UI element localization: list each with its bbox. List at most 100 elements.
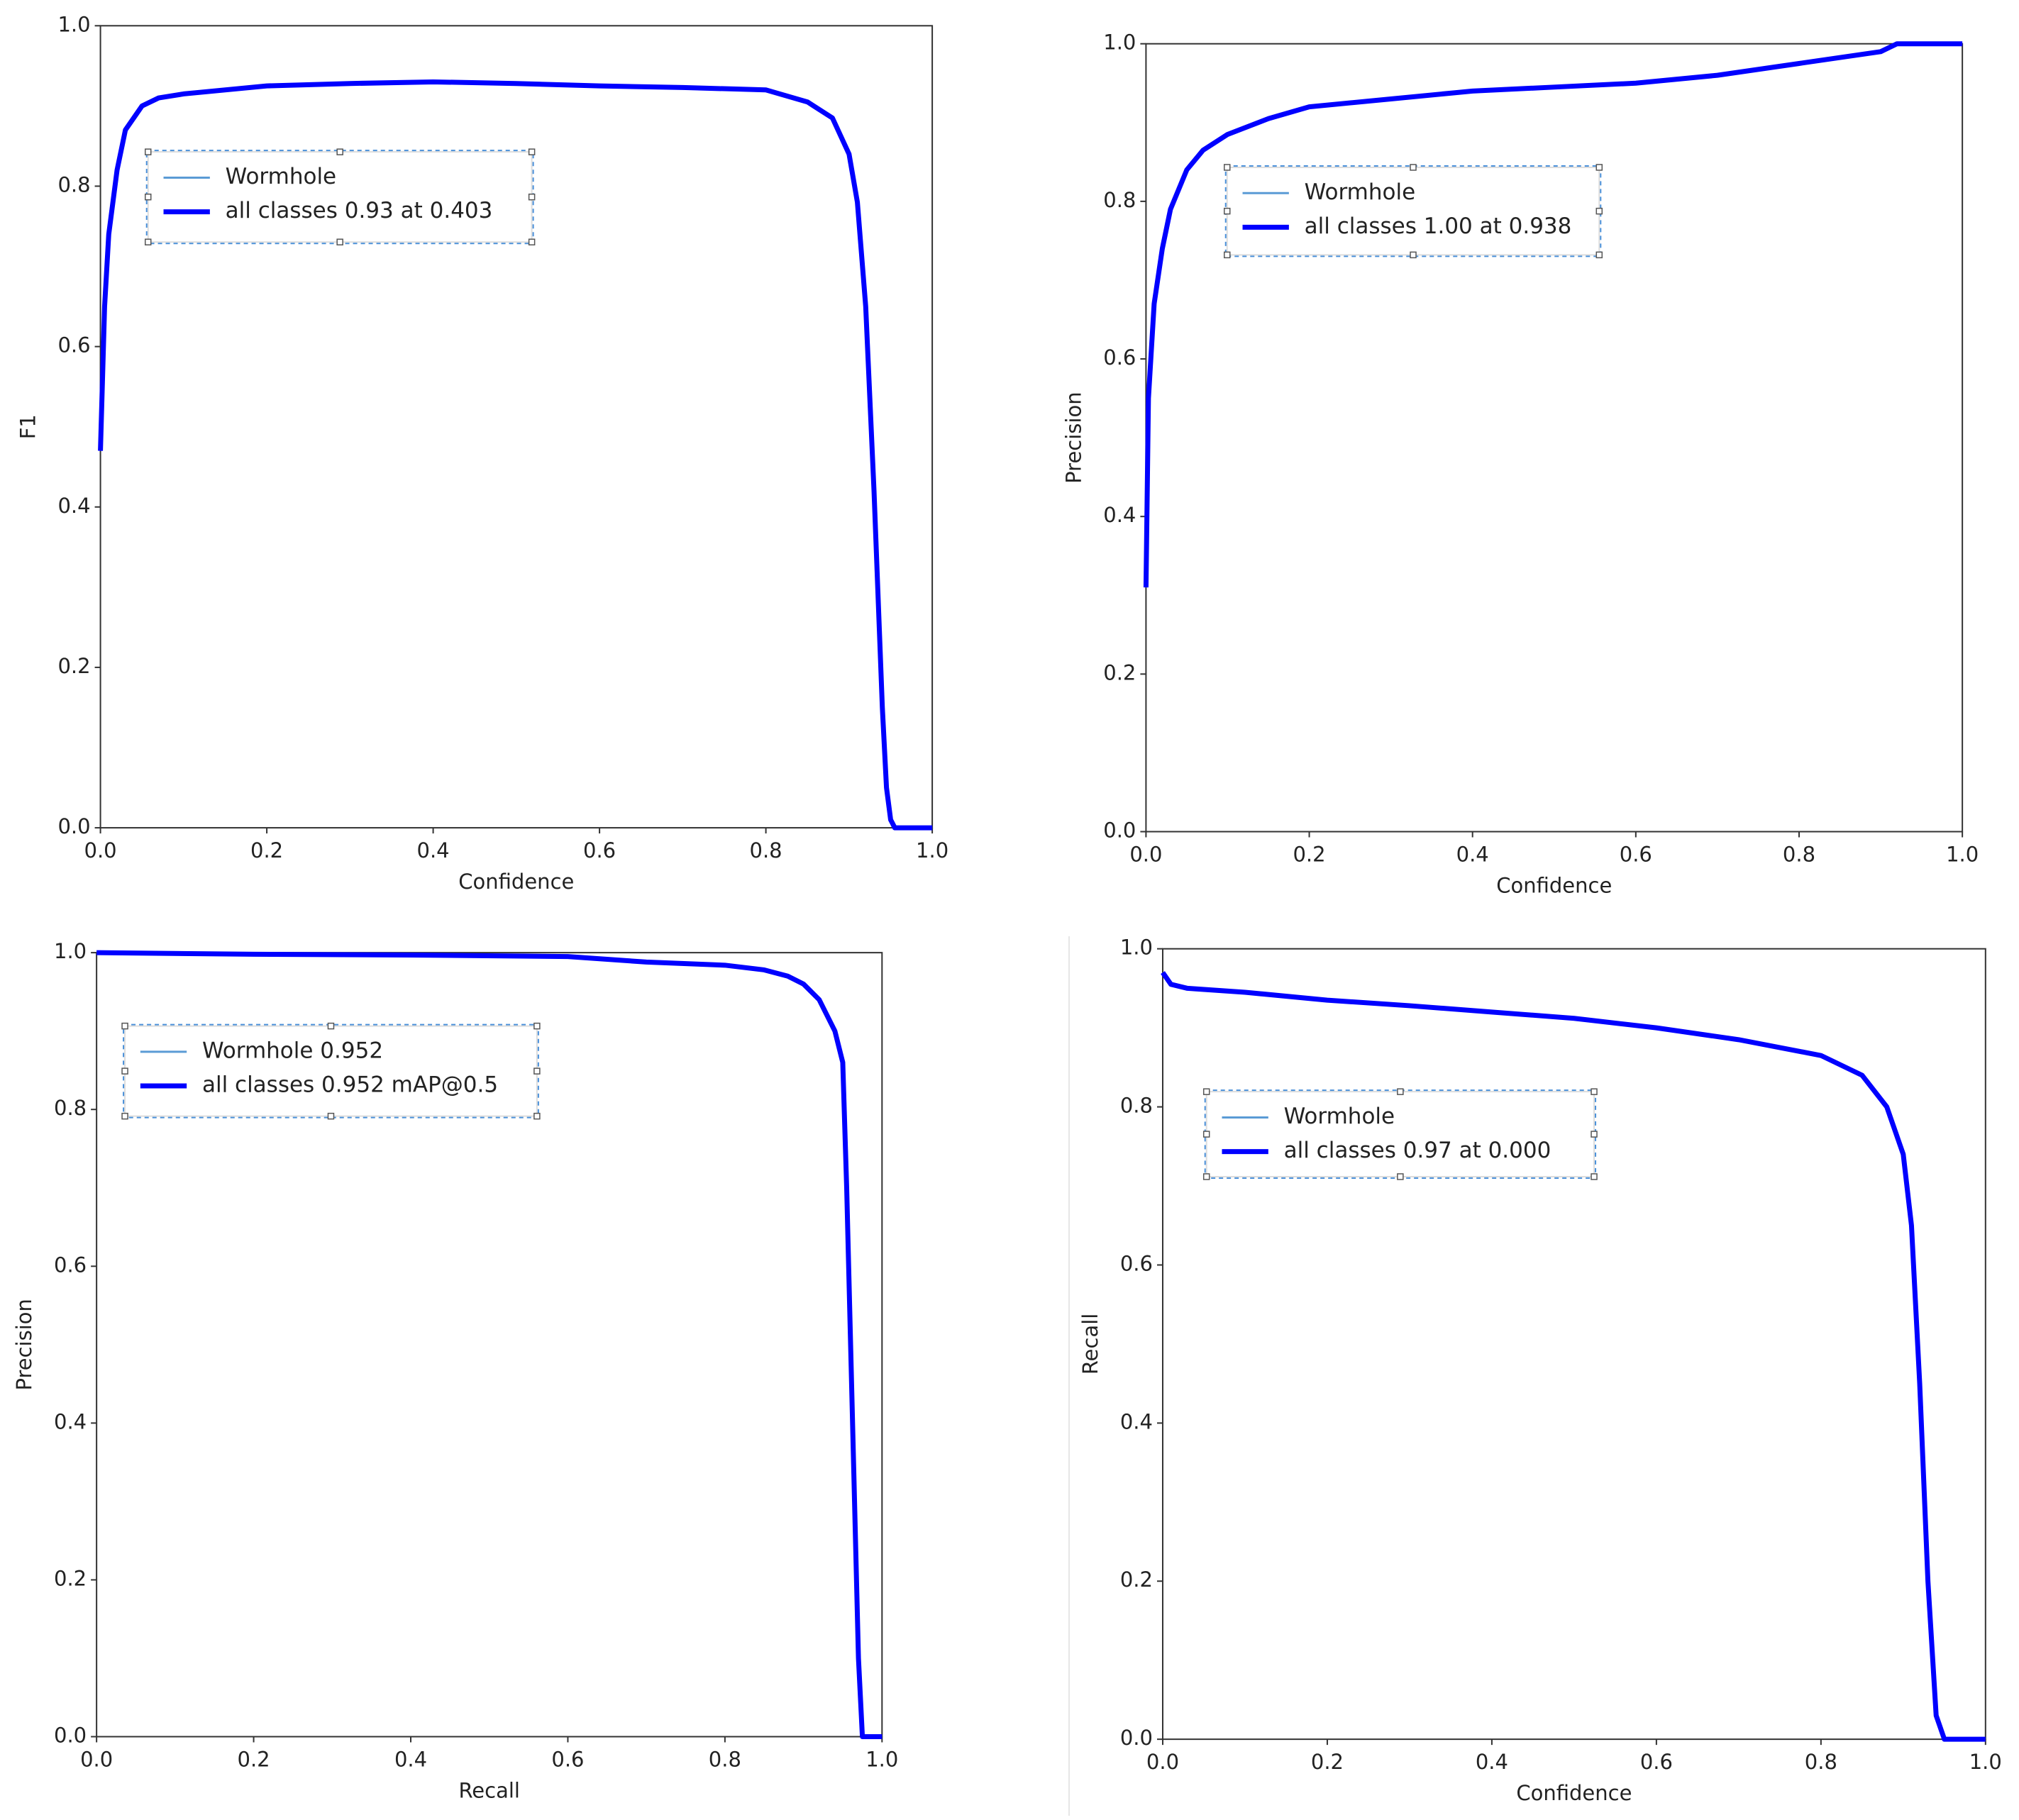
x-axis-label: Confidence — [458, 870, 574, 894]
x-tick-label: 1.0 — [1969, 1750, 2002, 1774]
selection-handle — [1397, 1173, 1404, 1180]
x-tick-label: 0.0 — [1146, 1750, 1179, 1774]
series-line — [1161, 971, 1986, 1742]
y-tick-label: 1.0 — [54, 939, 87, 963]
selection-handle — [1223, 251, 1231, 259]
selection-handle — [121, 1112, 128, 1120]
selection-handle — [327, 1112, 335, 1120]
y-tick-label: 0.0 — [57, 814, 90, 838]
plot-area — [1145, 43, 1964, 833]
legend-label: Wormhole — [226, 164, 337, 189]
selection-handle — [1595, 164, 1603, 171]
selection-handle — [1397, 1088, 1404, 1095]
legend-label: all classes 1.00 at 0.938 — [1305, 213, 1572, 239]
y-tick-label: 0.8 — [1103, 188, 1136, 212]
x-tick-label: 0.6 — [1640, 1750, 1673, 1774]
selection-handle — [121, 1022, 128, 1030]
y-tick-label: 1.0 — [1103, 30, 1136, 55]
y-tick-label: 0.6 — [57, 333, 90, 357]
selection-handle — [528, 148, 536, 155]
y-tick-label: 0.4 — [1120, 1409, 1153, 1433]
x-tick-label: 0.8 — [709, 1748, 741, 1772]
y-tick-label: 0.4 — [54, 1409, 87, 1433]
legend-label: all classes 0.952 mAP@0.5 — [202, 1072, 498, 1097]
x-tick-label: 0.4 — [1456, 843, 1489, 867]
y-tick-label: 0.8 — [54, 1096, 87, 1120]
selection-handle — [336, 148, 343, 155]
selection-handle — [1410, 251, 1417, 259]
y-axis-label: Precision — [12, 1299, 36, 1390]
selection-handle — [327, 1022, 335, 1030]
legend-box — [147, 151, 533, 243]
y-tick-label: 0.6 — [1120, 1251, 1153, 1275]
plot-area — [99, 25, 934, 829]
x-tick-label: 0.6 — [551, 1748, 584, 1772]
x-tick-label: 0.6 — [583, 838, 616, 862]
y-tick-label: 0.8 — [1120, 1094, 1153, 1118]
y-tick-label: 1.0 — [57, 12, 90, 36]
selection-handle — [1591, 1088, 1598, 1095]
x-tick-label: 0.8 — [1783, 843, 1815, 867]
chart: 0.0 0.2 0.4 0.6 0.8 1.0 0.0 0.2 0.4 0.6 0.8 1.0 Conf… — [16, 12, 949, 894]
x-tick-label: 1.0 — [916, 838, 948, 862]
series-line — [1143, 41, 1963, 588]
legend-label: all classes 0.97 at 0.000 — [1284, 1138, 1551, 1163]
x-tick-label: 0.2 — [1293, 843, 1325, 867]
x-tick-label: 1.0 — [1946, 843, 1979, 867]
y-tick-label: 0.2 — [1120, 1567, 1153, 1592]
legend-label: all classes 0.93 at 0.403 — [226, 198, 493, 223]
y-axis-label: Recall — [1078, 1314, 1102, 1375]
selection-handle — [1591, 1173, 1598, 1180]
x-axis-label: Confidence — [1516, 1781, 1632, 1805]
series-line — [98, 79, 933, 831]
y-axis-label: F1 — [16, 414, 40, 439]
legend-box — [1205, 1091, 1595, 1177]
legend-label: Wormhole — [1284, 1104, 1395, 1129]
y-tick-label: 1.0 — [1120, 936, 1153, 960]
selection-handle — [1410, 164, 1417, 171]
y-tick-label: 0.4 — [1103, 503, 1136, 527]
x-tick-label: 0.0 — [1129, 843, 1162, 867]
y-tick-label: 0.0 — [1103, 819, 1136, 843]
y-tick-label: 0.2 — [54, 1566, 87, 1590]
y-tick-label: 0.6 — [54, 1253, 87, 1277]
y-tick-label: 0.2 — [57, 654, 90, 678]
y-tick-label: 0.4 — [57, 494, 90, 518]
selection-handle — [144, 193, 152, 201]
x-tick-label: 0.2 — [238, 1748, 270, 1772]
y-tick-label: 0.8 — [57, 172, 90, 196]
x-tick-label: 0.2 — [1311, 1750, 1344, 1774]
chart: 0.0 0.2 0.4 0.6 0.8 1.0 0.0 0.2 0.4 0.6 0.8 1.0 Reca… — [12, 939, 898, 1802]
legend-label: Wormhole — [1305, 179, 1416, 205]
selection-handle — [528, 193, 536, 201]
x-tick-label: 0.4 — [394, 1748, 427, 1772]
x-tick-label: 0.0 — [84, 838, 117, 862]
selection-handle — [1591, 1131, 1598, 1138]
selection-handle — [1202, 1131, 1210, 1138]
x-tick-label: 1.0 — [865, 1748, 898, 1772]
selection-handle — [528, 238, 536, 245]
selection-handle — [533, 1022, 541, 1030]
x-tick-label: 0.8 — [1805, 1750, 1837, 1774]
selection-handle — [1202, 1088, 1210, 1095]
selection-handle — [1202, 1173, 1210, 1180]
y-tick-label: 0.0 — [1120, 1726, 1153, 1750]
y-tick-label: 0.2 — [1103, 660, 1136, 684]
selection-handle — [336, 238, 343, 245]
x-axis-label: Recall — [458, 1779, 520, 1803]
chart: 0.0 0.2 0.4 0.6 0.8 1.0 0.0 0.2 0.4 0.6 0.8 1.0 Conf… — [1061, 30, 1979, 898]
x-axis-label: Confidence — [1496, 874, 1612, 898]
selection-handle — [144, 148, 152, 155]
selection-handle — [121, 1067, 128, 1075]
selection-handle — [144, 238, 152, 245]
selection-handle — [533, 1067, 541, 1075]
selection-handle — [1595, 251, 1603, 259]
legend-label: Wormhole 0.952 — [202, 1038, 383, 1063]
x-tick-label: 0.0 — [80, 1748, 113, 1772]
chart: 0.0 0.2 0.4 0.6 0.8 1.0 0.0 0.2 0.4 0.6 0.8 1.0 Conf… — [1078, 936, 2002, 1805]
y-tick-label: 0.6 — [1103, 345, 1136, 370]
x-tick-label: 0.6 — [1620, 843, 1652, 867]
y-tick-label: 0.0 — [54, 1724, 87, 1748]
